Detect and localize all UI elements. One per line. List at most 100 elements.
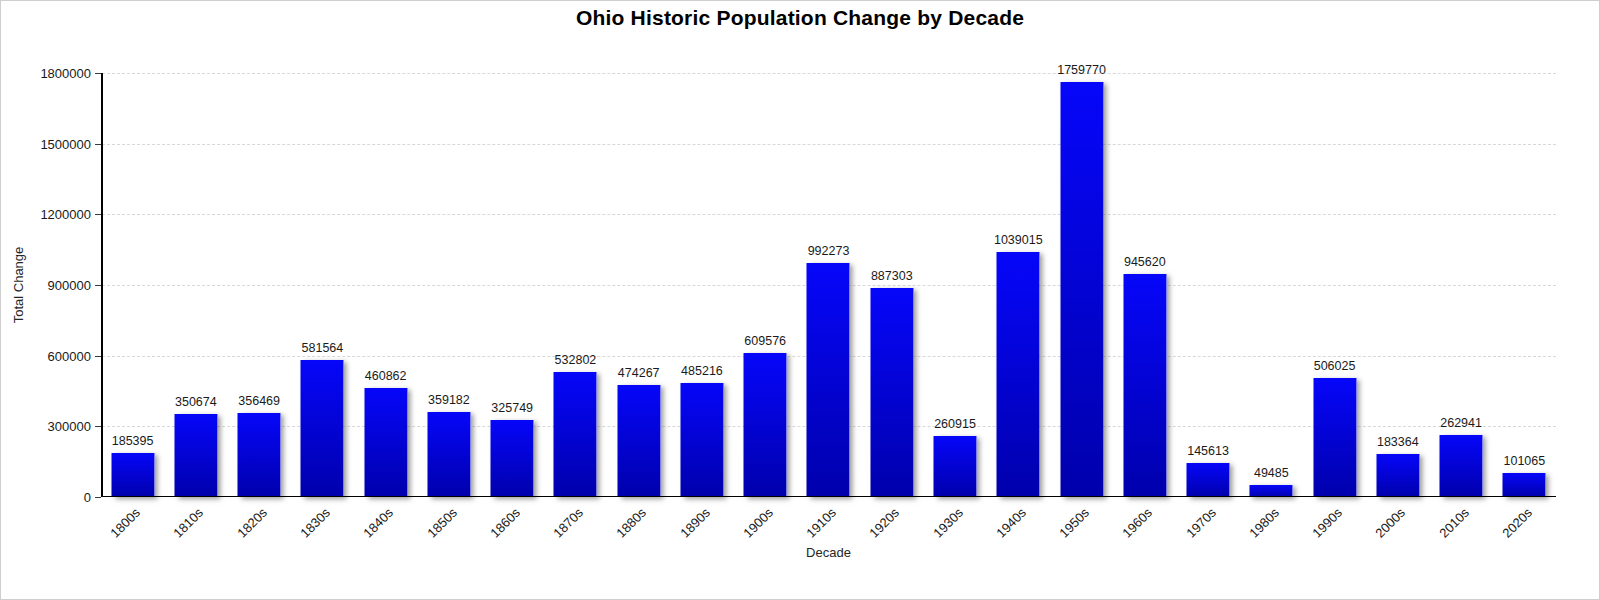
bar: 145613 [1187,463,1230,497]
x-tick-label: 1830s [297,505,333,541]
bar: 359182 [427,412,470,497]
bar-value-label: 183364 [1377,435,1419,449]
x-tick-label: 2000s [1373,505,1409,541]
plot-area: 1853951800s3506741810s3564691820s5815641… [101,73,1556,497]
x-tick-label: 1980s [1246,505,1282,541]
chart-window: Ohio Historic Population Change by Decad… [0,0,1600,600]
bar-slot: 2629412010s [1429,73,1492,497]
bar: 262941 [1440,435,1483,497]
bar-slot: 3257491860s [481,73,544,497]
bar-slot: 17597701950s [1050,73,1113,497]
y-tick-label: 1500000 [1,136,91,151]
bar-value-label: 145613 [1187,444,1229,458]
bar-slot: 8873031920s [860,73,923,497]
bar: 474267 [617,385,660,497]
bar: 532802 [554,372,597,498]
bar-value-label: 992273 [808,244,850,258]
bar-slot: 9922731910s [797,73,860,497]
y-axis-title: Total Change [11,247,26,324]
bar-slot: 1833642000s [1366,73,1429,497]
x-tick-label: 1890s [677,505,713,541]
bar: 325749 [491,420,534,497]
x-tick-label: 1820s [234,505,270,541]
bar-value-label: 485216 [681,364,723,378]
bar: 185395 [111,453,154,497]
bar-value-label: 1759770 [1057,63,1106,77]
bar-value-label: 49485 [1254,466,1289,480]
x-tick-label: 1840s [361,505,397,541]
bar-slot: 5328021870s [544,73,607,497]
bar-slot: 3564691820s [228,73,291,497]
bar-value-label: 350674 [175,395,217,409]
x-tick-label: 1850s [424,505,460,541]
x-axis-title: Decade [101,545,1556,560]
bar: 1039015 [997,252,1040,497]
bar-slot: 4608621840s [354,73,417,497]
y-tick-label: 600000 [1,348,91,363]
bar-value-label: 101065 [1504,454,1546,468]
bar-value-label: 460862 [365,369,407,383]
y-tick-label: 1800000 [1,66,91,81]
bar-value-label: 260915 [934,417,976,431]
bar-value-label: 1039015 [994,233,1043,247]
x-tick-label: 1920s [867,505,903,541]
x-tick-label: 1990s [1310,505,1346,541]
x-tick-label: 1860s [487,505,523,541]
x-axis-line [101,496,1556,498]
bar-slot: 6095761900s [734,73,797,497]
x-tick-label: 1810s [171,505,207,541]
bar-slot: 3506741810s [164,73,227,497]
bar-value-label: 532802 [555,353,597,367]
bar-value-label: 262941 [1440,416,1482,430]
x-tick-label: 1940s [993,505,1029,541]
x-tick-label: 1930s [930,505,966,541]
x-tick-label: 1800s [108,505,144,541]
bar-slot: 10390151940s [987,73,1050,497]
x-tick-label: 1900s [740,505,776,541]
x-tick-label: 2020s [1499,505,1535,541]
bar: 350674 [174,414,217,497]
x-tick-label: 1910s [803,505,839,541]
bar-value-label: 474267 [618,366,660,380]
bar-value-label: 609576 [744,334,786,348]
bar-value-label: 887303 [871,269,913,283]
bar-value-label: 581564 [302,341,344,355]
bar: 506025 [1313,378,1356,497]
y-axis-line [101,73,103,497]
y-tick-label: 0 [1,490,91,505]
bar-value-label: 185395 [112,434,154,448]
bar: 1759770 [1060,82,1103,497]
x-tick-label: 1870s [550,505,586,541]
bar: 356469 [238,413,281,497]
y-tick-label: 300000 [1,419,91,434]
x-tick-label: 1970s [1183,505,1219,541]
x-tick-label: 1880s [614,505,650,541]
bar: 992273 [807,263,850,497]
bar-value-label: 356469 [238,394,280,408]
bar-value-label: 359182 [428,393,470,407]
bar-value-label: 945620 [1124,255,1166,269]
bar: 460862 [364,388,407,497]
bar: 581564 [301,360,344,497]
bar: 260915 [934,436,977,497]
x-tick-label: 2010s [1436,505,1472,541]
bar-slot: 3591821850s [417,73,480,497]
bar-slot: 5060251990s [1303,73,1366,497]
bar: 887303 [870,288,913,497]
bar-slot: 1010652020s [1493,73,1556,497]
bar-slot: 2609151930s [923,73,986,497]
bar-slot: 4742671880s [607,73,670,497]
y-tick-label: 1200000 [1,207,91,222]
bar: 609576 [744,353,787,497]
bar-slot: 9456201960s [1113,73,1176,497]
bar-slot: 5815641830s [291,73,354,497]
bar-slot: 1853951800s [101,73,164,497]
bar-value-label: 506025 [1314,359,1356,373]
bar-slot: 1456131970s [1176,73,1239,497]
bar-value-label: 325749 [491,401,533,415]
bar-slot: 494851980s [1240,73,1303,497]
y-axis-tick [95,497,101,498]
bar: 183364 [1376,454,1419,497]
bar: 945620 [1123,274,1166,497]
bar-slot: 4852161890s [670,73,733,497]
